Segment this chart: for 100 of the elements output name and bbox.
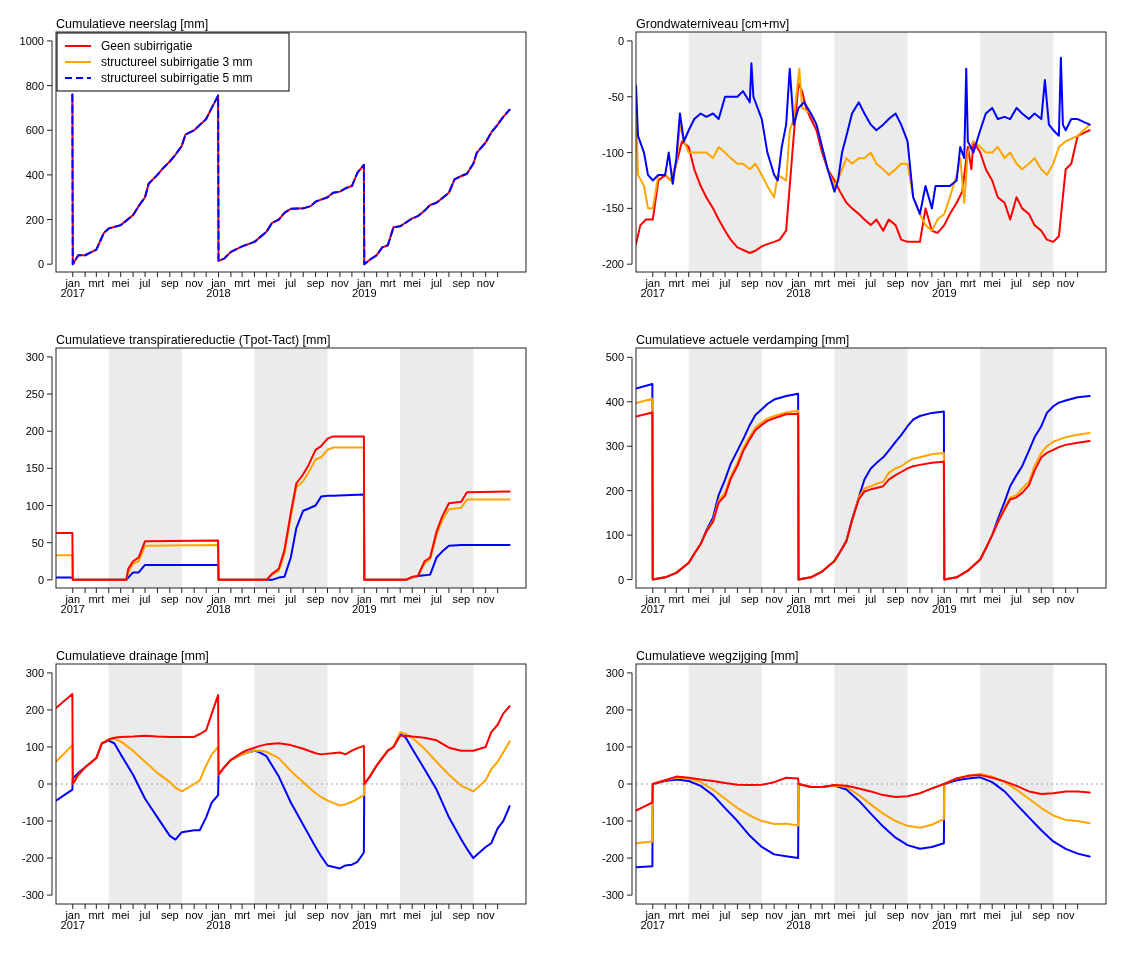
y-tick-label: -300	[601, 889, 624, 902]
x-tick-label: mei	[983, 909, 1002, 921]
x-tick-label: nov	[765, 277, 784, 289]
x-tick-label: nov	[911, 277, 930, 289]
x-tick-label: sep	[886, 277, 905, 289]
y-tick-label: 300	[605, 666, 624, 679]
x-tick-label: jul	[864, 909, 877, 921]
x-tick-label: nov	[476, 593, 496, 605]
x-tick-label: mrt	[88, 593, 105, 605]
y-tick-label: 100	[605, 740, 624, 753]
x-tick-label: mrt	[234, 909, 251, 921]
x-tick-label: jan 2019	[352, 909, 377, 931]
x-tick-label: nov	[911, 593, 930, 605]
y-tick-label: 200	[25, 703, 44, 716]
x-tick-label: jul	[1010, 593, 1023, 605]
x-tick-label: mei	[691, 277, 710, 289]
x-tick-label: jan 2017	[640, 909, 666, 931]
x-tick-label: jul	[430, 909, 443, 921]
x-tick-label: mei	[837, 593, 856, 605]
x-tick-label: jan 2017	[60, 909, 86, 931]
x-tick-label: mei	[403, 909, 422, 921]
x-tick-label: jan 2019	[932, 909, 957, 931]
x-tick-label: sep	[160, 593, 179, 605]
x-tick-label: sep	[306, 277, 325, 289]
x-tick-label: mei	[257, 593, 276, 605]
x-tick-label: jul	[138, 909, 151, 921]
y-tick-label: -200	[21, 852, 44, 865]
y-tick-label: 400	[25, 168, 44, 181]
y-tick-label: 200	[25, 213, 44, 226]
legend-label: Geen subirrigatie	[101, 39, 193, 53]
x-tick-label: jul	[718, 593, 731, 605]
y-tick-label: 1000	[19, 34, 44, 47]
x-tick-label: mrt	[88, 909, 105, 921]
x-tick-label: nov	[1056, 593, 1076, 605]
y-tick-label: -150	[601, 202, 624, 215]
x-tick-label: mei	[691, 593, 710, 605]
x-tick-label: mrt	[668, 277, 685, 289]
chart-title: Cumulatieve neerslag [mm]	[56, 17, 209, 31]
y-tick-label: 500	[605, 351, 624, 364]
y-tick-label: -200	[601, 258, 624, 271]
x-tick-label: jan 2018	[206, 277, 231, 299]
y-tick-label: 300	[605, 440, 624, 453]
y-tick-label: 0	[37, 573, 44, 586]
y-tick-label: 0	[37, 258, 44, 271]
y-tick-label: -300	[21, 889, 44, 902]
x-tick-label: mei	[403, 277, 422, 289]
y-tick-label: 0	[617, 573, 624, 586]
y-tick-label: -100	[21, 815, 44, 828]
x-tick-label: jul	[430, 277, 443, 289]
x-tick-label: nov	[765, 593, 784, 605]
x-tick-label: jan 2019	[932, 593, 957, 615]
x-tick-label: mrt	[814, 277, 831, 289]
x-tick-label: nov	[1056, 909, 1076, 921]
y-tick-label: -100	[601, 815, 624, 828]
x-tick-label: jan 2018	[786, 909, 811, 931]
x-tick-label: mrt	[959, 593, 976, 605]
x-tick-label: sep	[452, 277, 471, 289]
x-tick-label: mrt	[668, 909, 685, 921]
x-tick-label: sep	[452, 909, 471, 921]
x-tick-label: jul	[718, 909, 731, 921]
y-tick-label: 0	[617, 778, 624, 790]
x-tick-label: mei	[111, 909, 130, 921]
x-tick-label: jan 2017	[60, 277, 86, 299]
chart-title: Cumulatieve wegzijging [mm]	[636, 649, 799, 663]
x-tick-label: jan 2018	[206, 593, 231, 615]
y-tick-label: 100	[25, 740, 44, 753]
x-tick-label: sep	[160, 909, 179, 921]
y-tick-label: 300	[25, 350, 44, 363]
chart-title: Cumulatieve actuele verdamping [mm]	[636, 333, 850, 347]
x-tick-label: nov	[331, 909, 350, 921]
x-tick-label: nov	[185, 277, 204, 289]
x-tick-label: nov	[185, 909, 204, 921]
x-tick-label: mei	[111, 593, 130, 605]
y-tick-label: 300	[25, 666, 44, 679]
x-tick-label: jul	[718, 277, 731, 289]
x-tick-label: mrt	[959, 277, 976, 289]
x-tick-label: jan 2017	[640, 593, 666, 615]
y-tick-label: 200	[605, 703, 624, 716]
x-tick-label: jul	[864, 593, 877, 605]
x-tick-label: mrt	[379, 909, 396, 921]
y-tick-label: -200	[601, 852, 624, 865]
x-tick-label: mei	[983, 277, 1002, 289]
chart-title: Cumulatieve transpiratiereductie (Tpot-Tact) [mm]	[56, 333, 331, 347]
x-tick-label: sep	[1032, 909, 1051, 921]
x-tick-label: mrt	[88, 277, 105, 289]
x-tick-label: nov	[911, 909, 930, 921]
x-tick-label: mei	[983, 593, 1002, 605]
x-tick-label: nov	[331, 593, 350, 605]
chart-title: Cumulatieve drainage [mm]	[56, 649, 209, 663]
x-tick-label: jan 2019	[932, 277, 957, 299]
x-tick-label: jan 2019	[352, 277, 377, 299]
x-tick-label: nov	[1056, 277, 1076, 289]
x-tick-label: mrt	[814, 593, 831, 605]
x-tick-label: jul	[284, 909, 297, 921]
x-tick-label: mei	[403, 593, 422, 605]
x-tick-label: nov	[331, 277, 350, 289]
x-tick-label: sep	[886, 909, 905, 921]
x-tick-label: jul	[284, 277, 297, 289]
x-tick-label: sep	[306, 909, 325, 921]
y-tick-label: 600	[25, 124, 44, 137]
